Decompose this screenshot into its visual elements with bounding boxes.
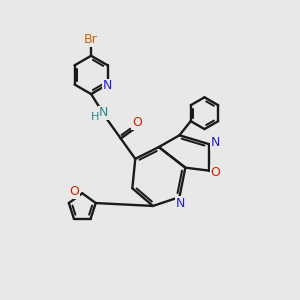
Text: Br: Br bbox=[84, 33, 98, 46]
Text: N: N bbox=[98, 106, 108, 119]
Text: N: N bbox=[176, 197, 186, 210]
Text: O: O bbox=[132, 116, 142, 129]
Text: N: N bbox=[103, 80, 112, 92]
Text: O: O bbox=[210, 166, 220, 178]
Text: N: N bbox=[211, 136, 220, 149]
Text: H: H bbox=[91, 112, 100, 122]
Text: O: O bbox=[69, 185, 79, 198]
